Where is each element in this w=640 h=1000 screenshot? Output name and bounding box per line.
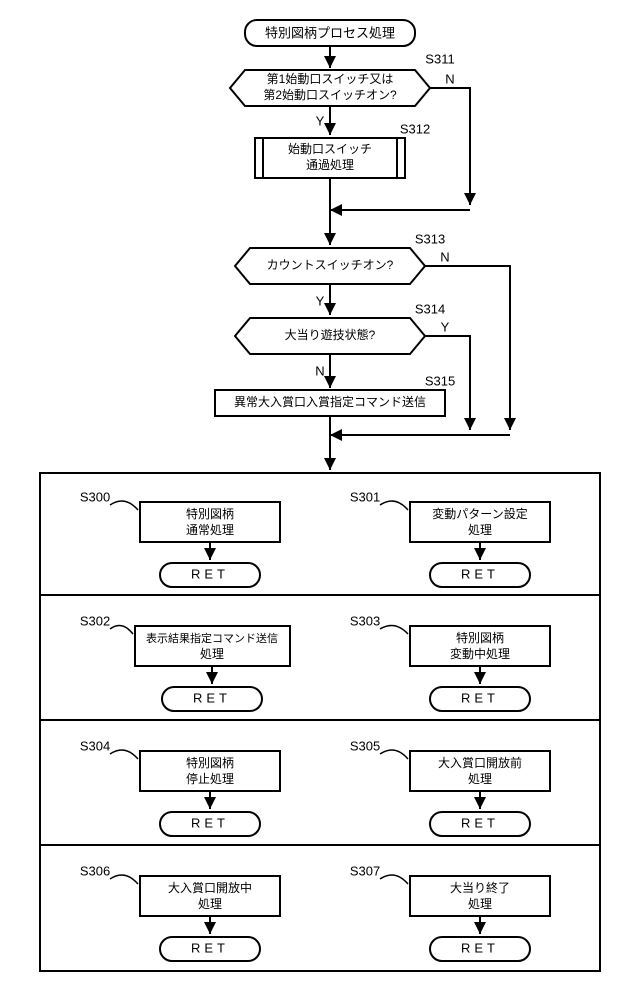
s313-no: N	[440, 249, 449, 264]
cell-s302: S302 表示結果指定コマンド送信 処理 RET	[80, 613, 290, 711]
s303-id: S303	[350, 613, 380, 628]
s313-id: S313	[415, 231, 445, 246]
cell-s306: S306 大入賞口開放中 処理 RET	[80, 863, 280, 961]
s302-line2: 処理	[200, 647, 224, 661]
s305-id: S305	[350, 738, 380, 753]
cell-s303: S303 特別図柄 変動中処理 RET	[350, 613, 550, 711]
s315-id: S315	[425, 373, 455, 388]
s313-yes: Y	[316, 293, 325, 308]
s311-line1: 第1始動口スイッチ又は	[267, 72, 394, 86]
process-s315: 異常大入賞口入賞指定コマンド送信	[215, 390, 445, 416]
s305-ret: RET	[461, 815, 499, 830]
s301-ret: RET	[461, 566, 499, 581]
flowchart-diagram: 特別図柄プロセス処理 S311 第1始動口スイッチ又は 第2始動口スイッチオン?…	[10, 10, 630, 990]
s301-line1: 変動パターン設定	[432, 506, 527, 521]
cell-s300: S300 特別図柄 通常処理 RET	[80, 489, 280, 587]
s315-label: 異常大入賞口入賞指定コマンド送信	[234, 394, 426, 409]
decision-s314: 大当り遊技状態?	[235, 318, 425, 354]
s303-ret: RET	[461, 690, 499, 705]
s307-id: S307	[350, 863, 380, 878]
s307-line1: 大当り終了	[450, 880, 510, 895]
start-node: 特別図柄プロセス処理	[245, 20, 415, 46]
s304-ret: RET	[191, 815, 229, 830]
s302-ret: RET	[193, 690, 231, 705]
decision-s313: カウントスイッチオン?	[235, 248, 425, 284]
s305-line2: 処理	[468, 772, 492, 786]
s314-label: 大当り遊技状態?	[285, 327, 376, 342]
s304-id: S304	[80, 738, 110, 753]
s307-ret: RET	[461, 940, 499, 955]
s311-id: S311	[425, 51, 454, 66]
s312-id: S312	[400, 121, 430, 136]
s312-line1: 始動口スイッチ	[288, 142, 372, 156]
s302-line1: 表示結果指定コマンド送信	[146, 631, 278, 645]
s314-no: N	[315, 363, 324, 378]
s304-line1: 特別図柄	[186, 755, 234, 770]
process-s312: 始動口スイッチ 通過処理	[255, 138, 405, 178]
s301-id: S301	[350, 489, 380, 504]
decision-s311: 第1始動口スイッチ又は 第2始動口スイッチオン?	[230, 70, 430, 106]
s303-line2: 変動中処理	[450, 646, 510, 661]
s304-line2: 停止処理	[186, 771, 234, 786]
cell-s304: S304 特別図柄 停止処理 RET	[80, 738, 280, 836]
cell-s301: S301 変動パターン設定 処理 RET	[350, 489, 550, 587]
s311-line2: 第2始動口スイッチオン?	[263, 88, 397, 102]
s300-line1: 特別図柄	[186, 506, 234, 521]
s303-line1: 特別図柄	[456, 630, 504, 645]
start-label: 特別図柄プロセス処理	[265, 25, 395, 40]
s314-yes: Y	[441, 319, 450, 334]
s312-line2: 通過処理	[306, 158, 354, 172]
s302-id: S302	[80, 613, 110, 628]
s311-no: N	[445, 71, 454, 86]
s313-label: カウントスイッチオン?	[267, 258, 394, 272]
cell-s307: S307 大当り終了 処理 RET	[350, 863, 550, 961]
s305-line1: 大入賞口開放前	[438, 755, 522, 770]
s300-id: S300	[80, 489, 110, 504]
s301-line2: 処理	[468, 523, 492, 537]
s306-ret: RET	[191, 940, 229, 955]
s307-line2: 処理	[468, 897, 492, 911]
cell-s305: S305 大入賞口開放前 処理 RET	[350, 738, 550, 836]
s306-line2: 処理	[198, 897, 222, 911]
s306-line1: 大入賞口開放中	[168, 880, 252, 895]
s300-ret: RET	[191, 566, 229, 581]
s311-yes: Y	[316, 113, 325, 128]
s306-id: S306	[80, 863, 110, 878]
s314-id: S314	[415, 301, 445, 316]
s300-line2: 通常処理	[186, 523, 234, 537]
